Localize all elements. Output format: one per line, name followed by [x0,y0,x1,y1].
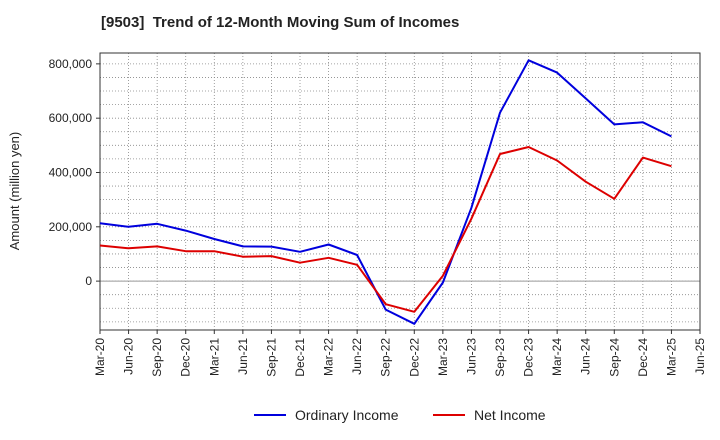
x-tick-label: Mar-21 [207,338,221,376]
x-tick-label: Dec-24 [636,338,650,377]
axes [99,52,701,331]
x-tick-label: Mar-23 [436,338,450,376]
legend-item-net-income: Net Income [433,407,546,423]
x-tick-label: Jun-20 [122,338,136,375]
x-tick-label: Mar-22 [322,338,336,376]
x-tick-label: Jun-21 [236,338,250,375]
series-line-net-income [99,146,672,313]
x-tick-label: Jun-24 [579,338,593,375]
x-tick-label: Dec-23 [522,338,536,377]
x-tick-label: Dec-22 [407,338,421,377]
legend-label-net-income: Net Income [474,407,546,423]
y-tick-labels: 0 200,000 400,000 600,000 800,000 [49,57,100,288]
y-tick-label: 800,000 [49,57,93,71]
x-tick-label: Jun-23 [464,338,478,375]
x-tick-label: Mar-20 [93,338,107,376]
y-tick-label: 400,000 [49,165,93,179]
x-tick-label: Mar-24 [550,338,564,376]
x-tick-label: Sep-20 [150,338,164,377]
x-tick-label: Jun-22 [350,338,364,375]
grid-lines [99,53,701,330]
legend-item-ordinary-income: Ordinary Income [254,407,399,423]
series-lines [99,59,672,325]
plot-frame [99,52,701,331]
x-tick-label: Dec-20 [179,338,193,377]
legend: Ordinary Income Net Income [254,407,546,423]
x-tick-label: Jun-25 [693,338,707,375]
x-tick-label: Sep-23 [493,338,507,377]
y-axis-title: Amount (million yen) [7,132,22,251]
y-tick-label: 0 [85,274,92,288]
chart-title: [9503] Trend of 12-Month Moving Sum of I… [101,14,460,31]
series-line-ordinary-income [99,59,672,325]
x-tick-label: Mar-25 [664,338,678,376]
x-tick-label: Sep-21 [264,338,278,377]
legend-label-ordinary-income: Ordinary Income [295,407,399,423]
y-tick-label: 600,000 [49,111,93,125]
x-tick-labels: Mar-20 Jun-20 Sep-20 Dec-20 Mar-21 Jun-21 Sep-… [93,330,707,377]
x-tick-label: Sep-22 [379,338,393,377]
x-tick-label: Dec-21 [293,338,307,377]
x-tick-label: Sep-24 [607,338,621,377]
y-tick-label: 200,000 [49,220,93,234]
